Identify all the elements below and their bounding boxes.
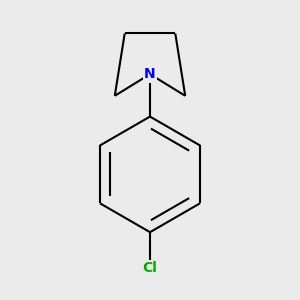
Text: N: N bbox=[144, 67, 156, 81]
Text: Cl: Cl bbox=[142, 261, 158, 275]
